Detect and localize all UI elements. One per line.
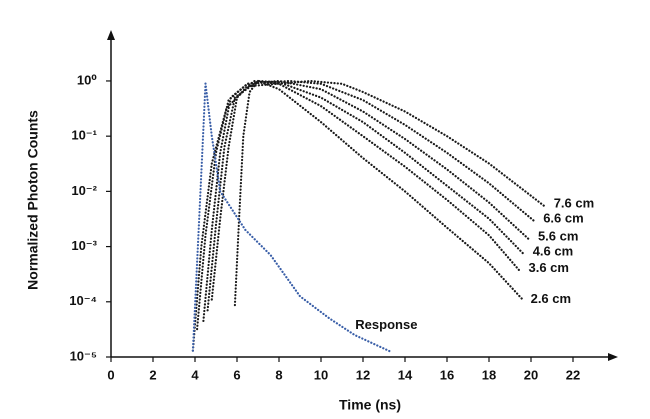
- x-tick-label: 20: [524, 367, 538, 382]
- x-axis-arrow: [608, 353, 618, 361]
- y-tick-label: 10⁻³: [71, 238, 97, 253]
- series-line: [210, 79, 522, 301]
- series-label: 4.6 cm: [533, 244, 573, 259]
- y-tick-label: 10⁰: [77, 72, 97, 87]
- series-label: 7.6 cm: [554, 195, 594, 210]
- series-label: 6.6 cm: [543, 210, 583, 225]
- x-tick-label: 0: [107, 367, 114, 382]
- x-tick-label: 8: [275, 367, 282, 382]
- x-tick-label: 22: [566, 367, 580, 382]
- series-label: Response: [355, 317, 417, 332]
- series-line: [202, 79, 532, 322]
- y-tick-label: 10⁻¹: [71, 128, 97, 143]
- series-line: [191, 79, 547, 352]
- x-axis-title: Time (ns): [339, 397, 401, 413]
- series-label: 5.6 cm: [538, 229, 578, 244]
- y-tick-label: 10⁻⁵: [70, 348, 97, 363]
- x-tick-label: 14: [398, 367, 413, 382]
- x-tick-label: 10: [314, 367, 328, 382]
- x-tick-label: 12: [356, 367, 370, 382]
- series-label: 3.6 cm: [529, 260, 569, 275]
- series-line: [196, 79, 537, 331]
- x-tick-label: 18: [482, 367, 496, 382]
- series-line: [206, 79, 526, 312]
- y-tick-label: 10⁻²: [71, 183, 97, 198]
- y-tick-label: 10⁻⁴: [69, 293, 97, 308]
- series-line: [233, 79, 524, 307]
- series-label: 2.6 cm: [531, 291, 571, 306]
- y-axis-arrow: [107, 30, 115, 40]
- series-line: [191, 82, 392, 353]
- x-tick-label: 6: [233, 367, 240, 382]
- x-tick-label: 4: [191, 367, 199, 382]
- x-tick-label: 16: [440, 367, 454, 382]
- x-tick-label: 2: [149, 367, 156, 382]
- y-axis-title: Normalized Photon Counts: [25, 110, 41, 290]
